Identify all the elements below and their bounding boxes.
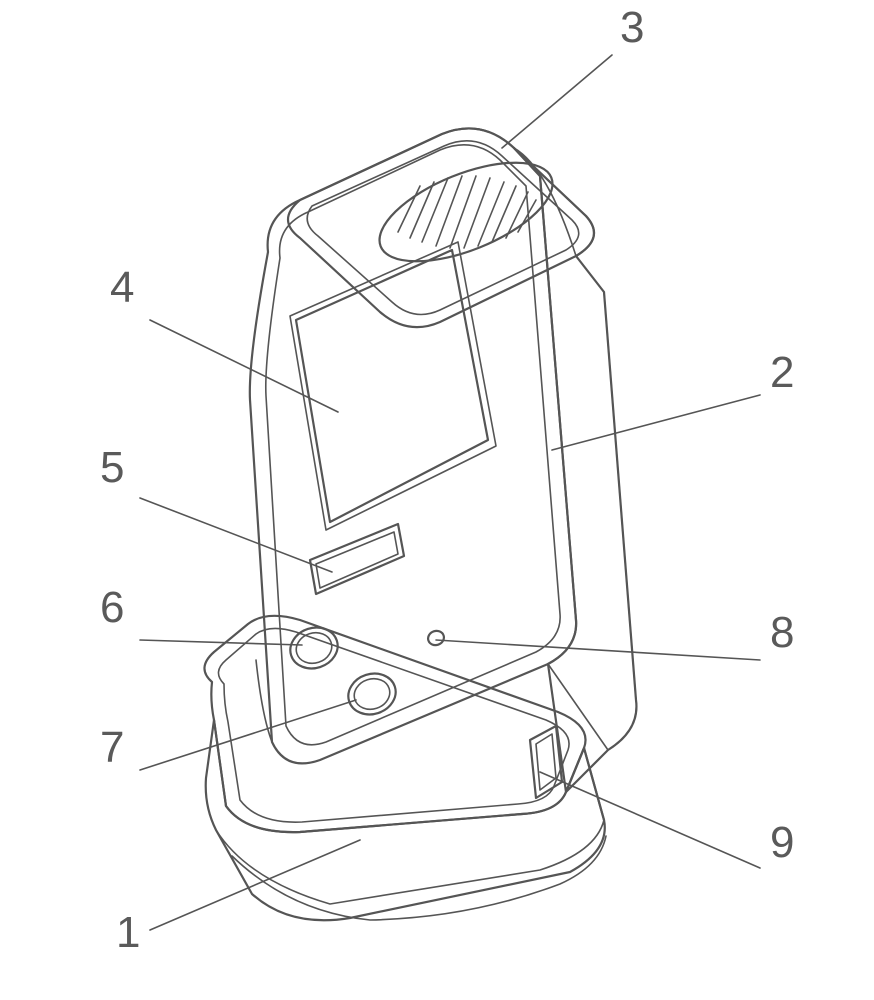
- button-right: [343, 668, 401, 721]
- callout-label-9: 9: [770, 818, 794, 868]
- display-screen: [296, 250, 488, 522]
- device-right-face: [514, 148, 636, 820]
- callout-label-3: 3: [620, 3, 644, 53]
- base-top-rim: [204, 616, 585, 832]
- device-front-face: [250, 128, 576, 763]
- callout-label-7: 7: [100, 723, 124, 773]
- speaker-grille-outline: [366, 142, 565, 281]
- side-port: [530, 726, 562, 798]
- side-port-inner: [536, 734, 556, 790]
- speaker-grille-hatch: [398, 176, 536, 248]
- callout-label-4: 4: [110, 263, 134, 313]
- device-front-bezel: [266, 145, 560, 745]
- diagram-container: 1 2 3 4 5 6 7 8 9: [0, 0, 874, 1000]
- base-bottom-edge: [216, 820, 604, 904]
- callout-label-5: 5: [100, 443, 124, 493]
- indicator-led: [426, 629, 446, 647]
- device-right-panel: [548, 256, 636, 750]
- button-left: [285, 622, 343, 675]
- callout-label-6: 6: [100, 583, 124, 633]
- base-bottom-ground: [232, 836, 606, 920]
- callout-label-8: 8: [770, 608, 794, 658]
- callout-label-2: 2: [770, 348, 794, 398]
- display-bezel: [290, 242, 496, 530]
- callout-lines: [140, 55, 760, 930]
- device-line-drawing: [0, 0, 874, 1000]
- callout-label-1: 1: [116, 908, 140, 958]
